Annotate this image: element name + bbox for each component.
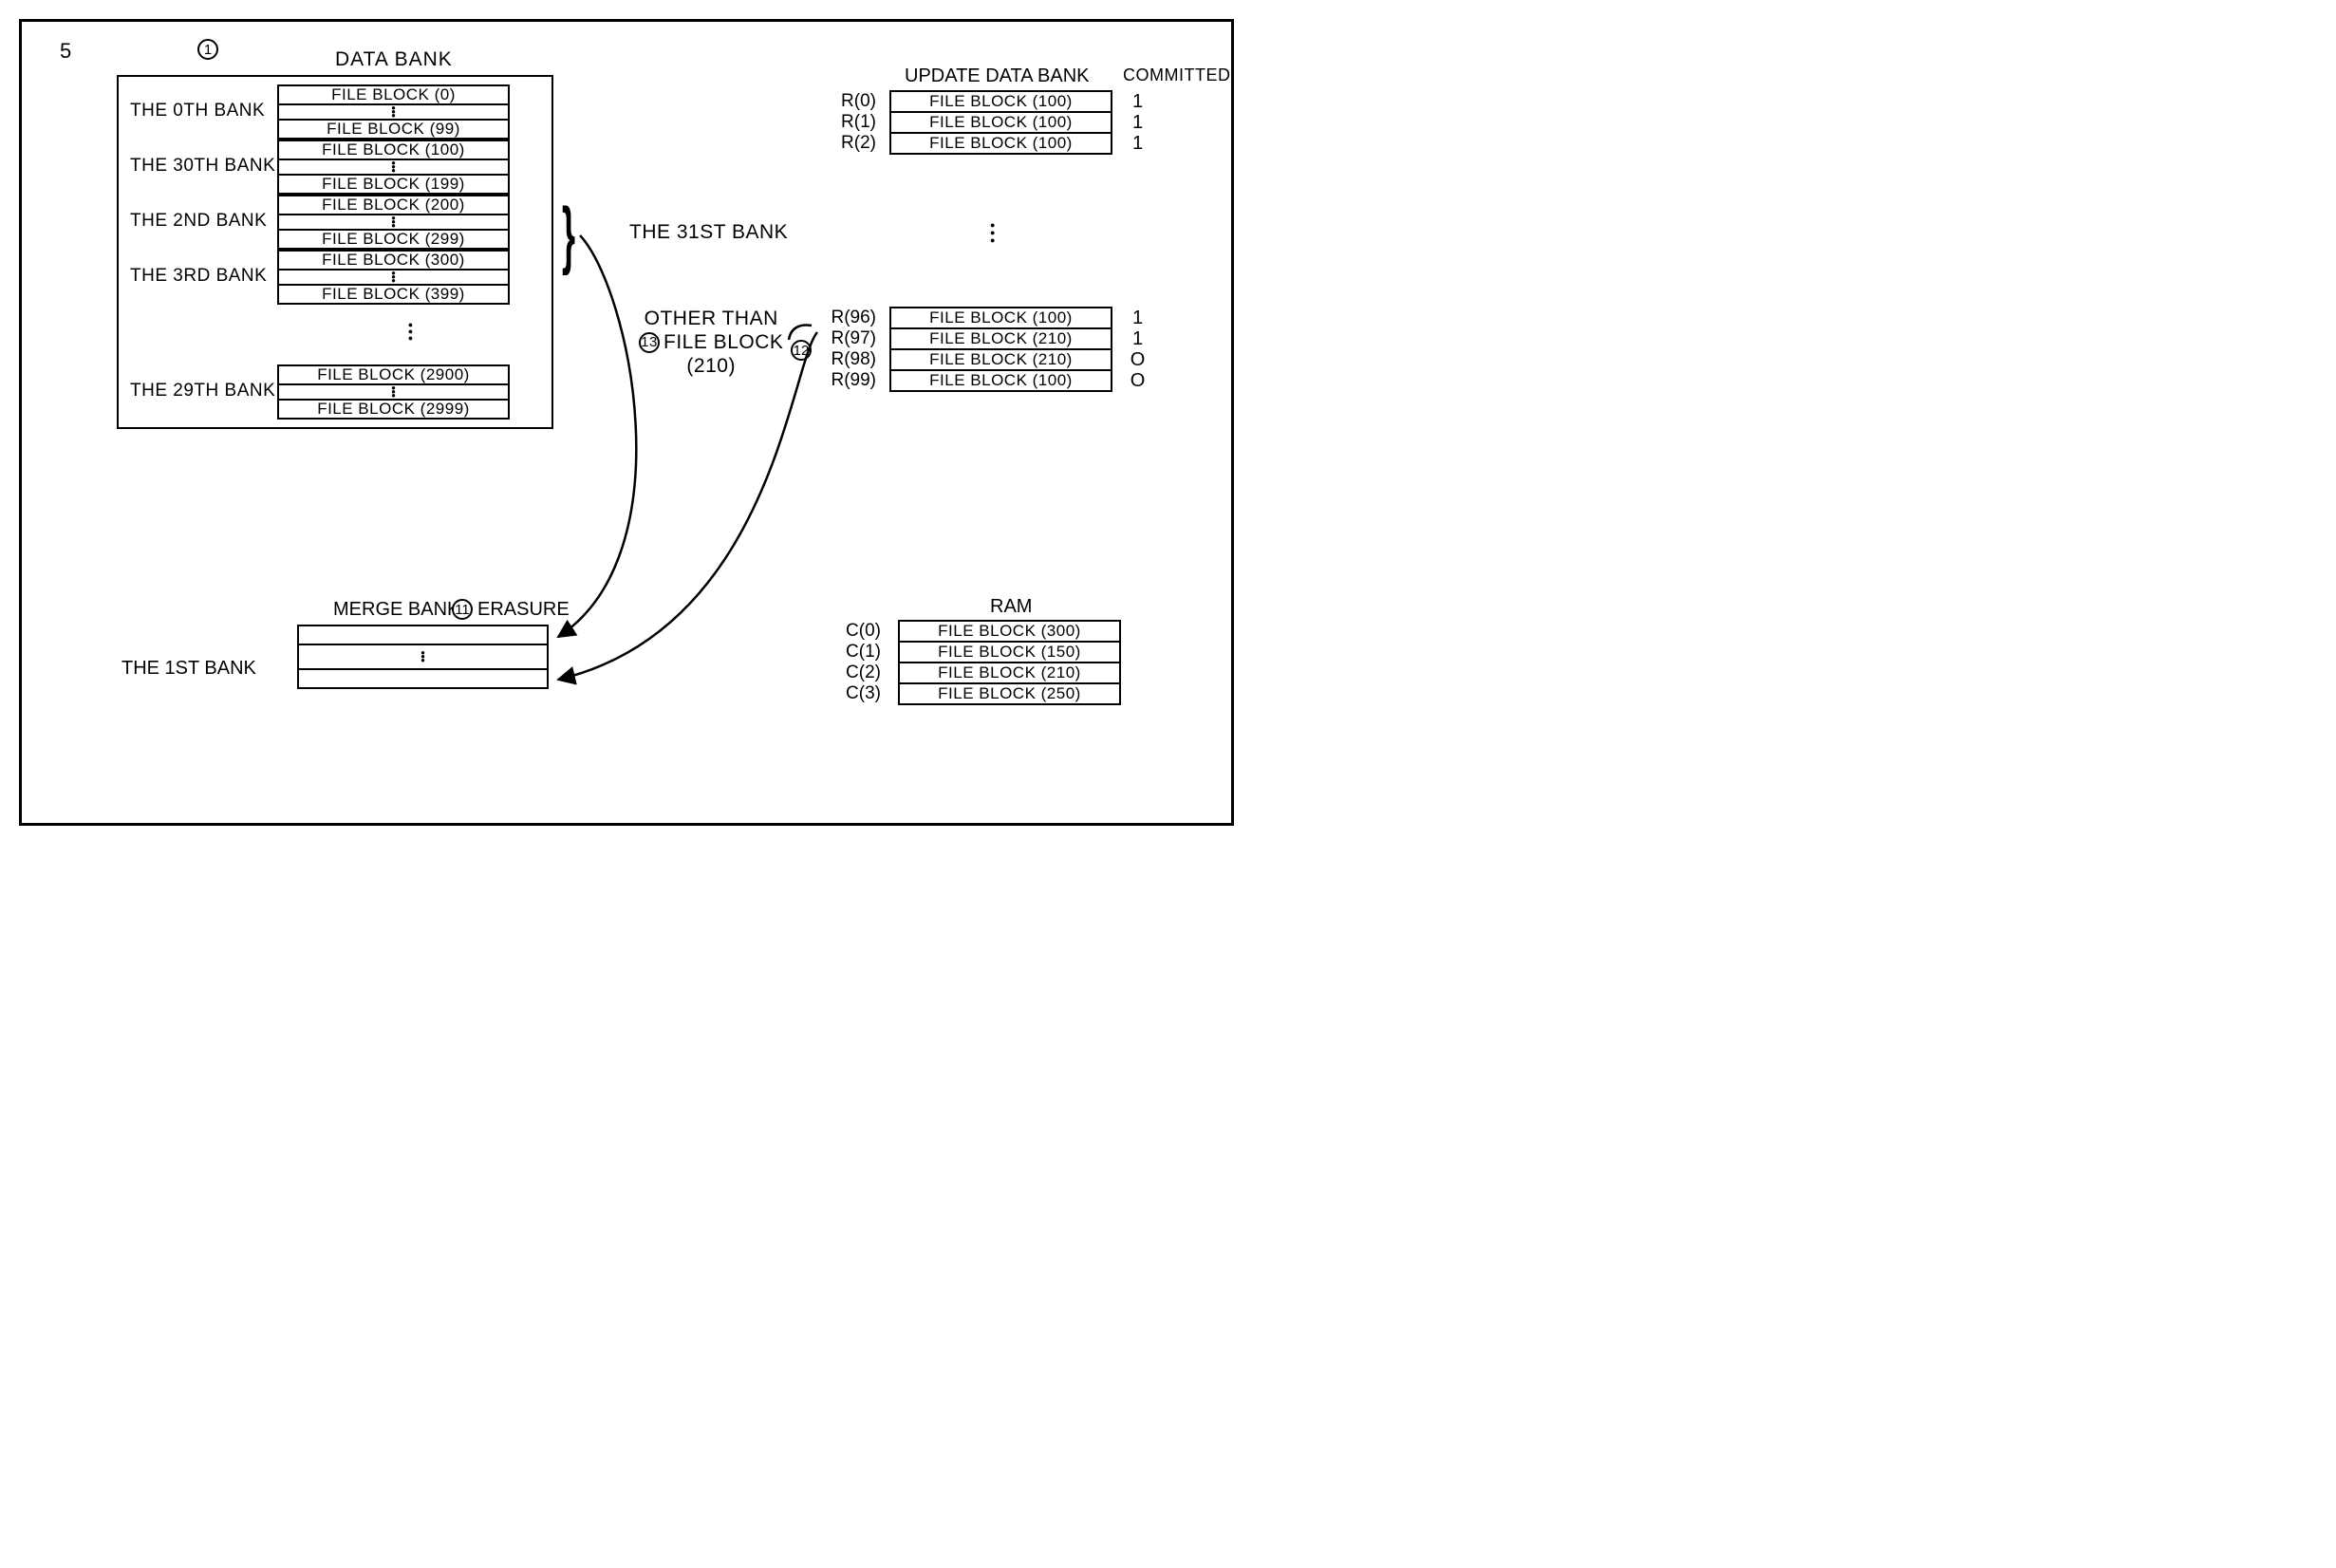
bank-row: THE 3RD BANK FILE BLOCK (300) ●●● FILE B… — [130, 250, 544, 303]
ram-row: C(2) FILE BLOCK (210) — [824, 662, 1121, 684]
other-than-line2: FILE BLOCK — [663, 330, 783, 354]
update-row: R(98) FILE BLOCK (210) O — [819, 348, 1149, 371]
merge-bank-title: MERGE BANK — [333, 599, 459, 621]
brace-icon: } — [562, 192, 575, 277]
committed-value: 1 — [1126, 328, 1149, 350]
block-stack: FILE BLOCK (2900) ●●● FILE BLOCK (2999) — [277, 364, 510, 418]
committed-value: O — [1126, 370, 1149, 392]
bank-label: THE 29TH BANK — [130, 381, 277, 401]
circle-12: 12 — [791, 340, 812, 361]
r-label: R(99) — [819, 370, 876, 391]
r-label: R(98) — [819, 349, 876, 370]
file-block-cell: FILE BLOCK (300) — [898, 620, 1121, 643]
bank-row: THE 29TH BANK FILE BLOCK (2900) ●●● FILE… — [130, 364, 544, 418]
block-stack: FILE BLOCK (0) ●●● FILE BLOCK (99) — [277, 84, 510, 138]
file-block-cell: FILE BLOCK (250) — [898, 682, 1121, 705]
file-block-cell: FILE BLOCK (0) — [277, 84, 510, 105]
file-block-cell: FILE BLOCK (100) — [889, 369, 1112, 392]
file-block-cell: FILE BLOCK (150) — [898, 641, 1121, 663]
update-row: R(96) FILE BLOCK (100) 1 — [819, 307, 1149, 329]
ram-row: C(3) FILE BLOCK (250) — [824, 682, 1121, 705]
r-label: R(97) — [819, 328, 876, 349]
erasure-label: ERASURE — [477, 599, 570, 621]
update-row: R(2) FILE BLOCK (100) 1 — [819, 132, 1149, 155]
bank-label: THE 2ND BANK — [130, 211, 277, 232]
ram-rows: C(0) FILE BLOCK (300) C(1) FILE BLOCK (1… — [824, 620, 1121, 703]
file-block-cell: FILE BLOCK (300) — [277, 250, 510, 271]
bank-row: THE 2ND BANK FILE BLOCK (200) ●●● FILE B… — [130, 195, 544, 248]
file-block-cell: FILE BLOCK (210) — [889, 327, 1112, 350]
other-than-line1: OTHER THAN — [639, 307, 783, 330]
diagram-frame: 5 1 DATA BANK THE 0TH BANK FILE BLOCK (0… — [19, 19, 1234, 826]
bank-label: THE 0TH BANK — [130, 101, 277, 121]
file-block-cell: FILE BLOCK (299) — [277, 229, 510, 250]
vdots: ●●● — [990, 221, 995, 248]
bank-label: THE 30TH BANK — [130, 156, 277, 177]
bank-row: THE 0TH BANK FILE BLOCK (0) ●●● FILE BLO… — [130, 84, 544, 138]
r-label: R(2) — [819, 133, 876, 154]
r-label: R(96) — [819, 308, 876, 328]
file-block-cell: FILE BLOCK (100) — [889, 307, 1112, 329]
circle-13: 13 — [639, 332, 660, 353]
committed-value: 1 — [1126, 308, 1149, 329]
file-block-cell: FILE BLOCK (399) — [277, 284, 510, 305]
file-block-cell: FILE BLOCK (99) — [277, 119, 510, 140]
block-stack: FILE BLOCK (100) ●●● FILE BLOCK (199) — [277, 140, 510, 193]
r-label: R(1) — [819, 112, 876, 133]
bank-label: THE 3RD BANK — [130, 266, 277, 287]
circle-11: 11 — [452, 599, 473, 620]
bank-1-label: THE 1ST BANK — [121, 658, 256, 680]
c-label: C(0) — [824, 621, 881, 642]
circle-1: 1 — [197, 39, 218, 60]
file-block-cell: FILE BLOCK (199) — [277, 174, 510, 195]
c-label: C(1) — [824, 642, 881, 663]
c-label: C(2) — [824, 663, 881, 683]
other-than-line3: (210) — [639, 354, 783, 378]
bank-31-label: THE 31ST BANK — [629, 221, 788, 244]
committed-value: 1 — [1126, 133, 1149, 155]
file-block-cell: FILE BLOCK (210) — [898, 662, 1121, 684]
ram-row: C(1) FILE BLOCK (150) — [824, 641, 1121, 663]
file-block-cell: FILE BLOCK (100) — [889, 111, 1112, 134]
update-bottom-rows: R(96) FILE BLOCK (100) 1 R(97) FILE BLOC… — [819, 307, 1149, 390]
page-number: 5 — [60, 39, 71, 64]
ram-title: RAM — [990, 596, 1032, 618]
file-block-cell: FILE BLOCK (200) — [277, 195, 510, 215]
update-top-rows: R(0) FILE BLOCK (100) 1 R(1) FILE BLOCK … — [819, 90, 1149, 153]
data-bank-box: THE 0TH BANK FILE BLOCK (0) ●●● FILE BLO… — [117, 75, 553, 429]
committed-value: O — [1126, 349, 1149, 371]
file-block-cell: FILE BLOCK (2900) — [277, 364, 510, 385]
other-than-block-label: OTHER THAN 13 FILE BLOCK (210) — [639, 307, 783, 379]
merge-cell — [297, 625, 549, 645]
c-label: C(3) — [824, 683, 881, 704]
r-label: R(0) — [819, 91, 876, 112]
dots: ●●● — [297, 644, 549, 670]
vdots: ●●● — [277, 322, 544, 345]
ram-row: C(0) FILE BLOCK (300) — [824, 620, 1121, 643]
file-block-cell: FILE BLOCK (100) — [889, 90, 1112, 113]
file-block-cell: FILE BLOCK (100) — [889, 132, 1112, 155]
merge-cell — [297, 668, 549, 689]
file-block-cell: FILE BLOCK (2999) — [277, 399, 510, 420]
data-bank-title: DATA BANK — [335, 48, 453, 71]
file-block-cell: FILE BLOCK (210) — [889, 348, 1112, 371]
update-row: R(1) FILE BLOCK (100) 1 — [819, 111, 1149, 134]
update-bank-title: UPDATE DATA BANK — [905, 65, 1089, 87]
file-block-cell: FILE BLOCK (100) — [277, 140, 510, 160]
update-row: R(99) FILE BLOCK (100) O — [819, 369, 1149, 392]
merge-bank-box: ●●● — [297, 625, 549, 687]
committed-value: 1 — [1126, 91, 1149, 113]
update-row: R(0) FILE BLOCK (100) 1 — [819, 90, 1149, 113]
block-stack: FILE BLOCK (300) ●●● FILE BLOCK (399) — [277, 250, 510, 303]
committed-title: COMMITTED — [1123, 65, 1230, 85]
block-stack: FILE BLOCK (200) ●●● FILE BLOCK (299) — [277, 195, 510, 248]
update-row: R(97) FILE BLOCK (210) 1 — [819, 327, 1149, 350]
committed-value: 1 — [1126, 112, 1149, 134]
bank-row: THE 30TH BANK FILE BLOCK (100) ●●● FILE … — [130, 140, 544, 193]
